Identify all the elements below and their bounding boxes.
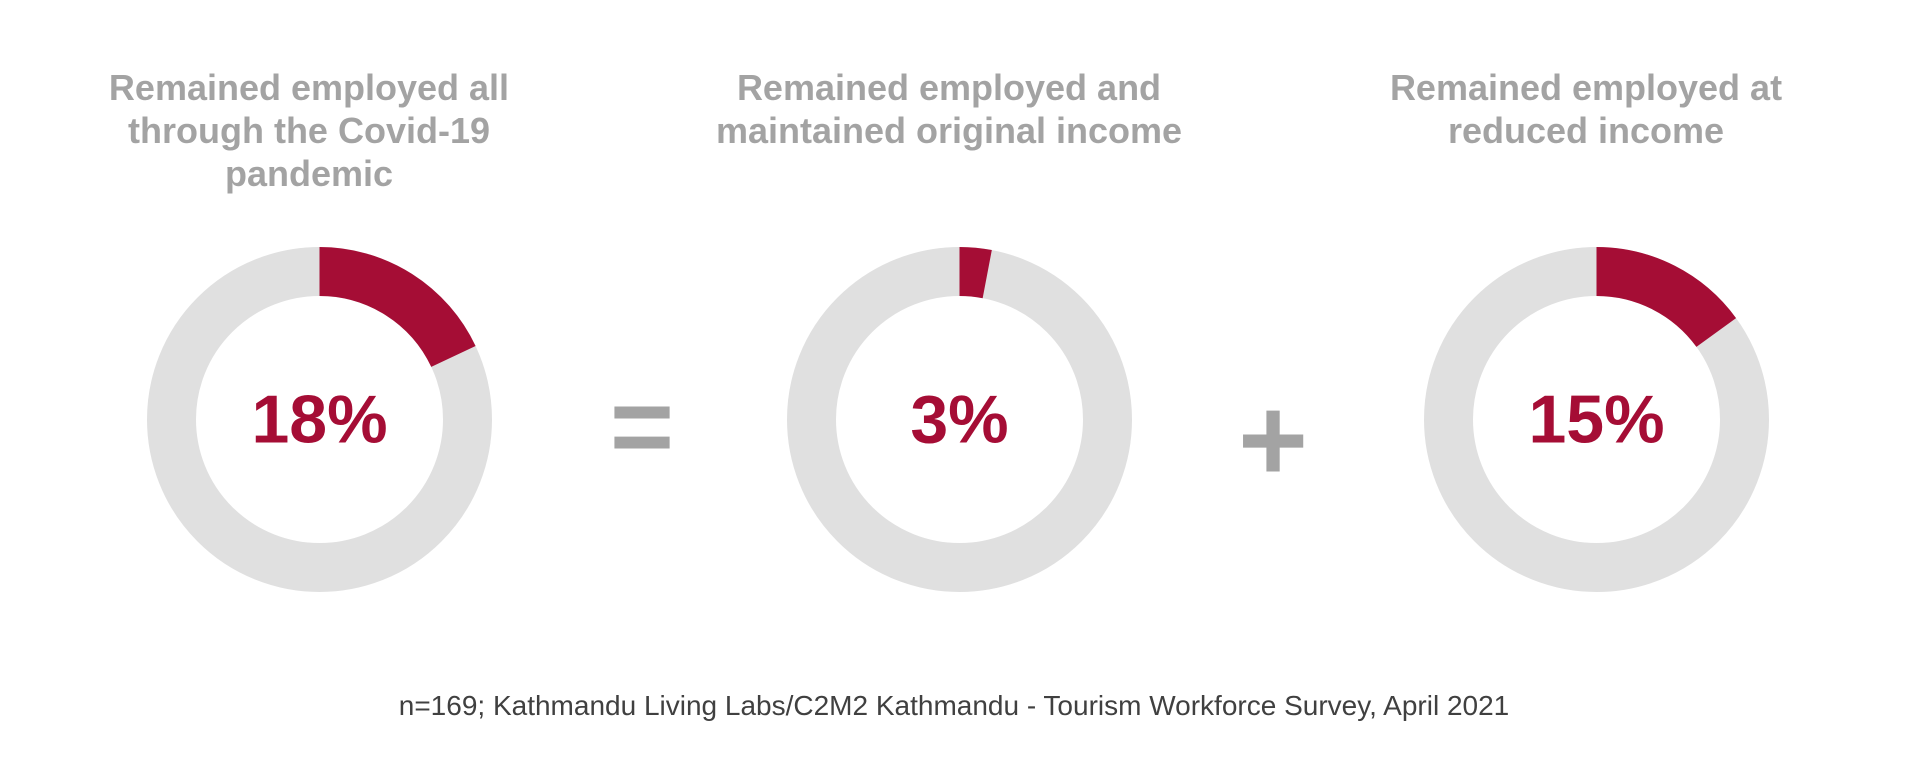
donut-value-label: 18% xyxy=(251,382,387,458)
chart-title-reduced-income: Remained employed at reduced income xyxy=(1389,67,1783,151)
donut-value-label: 15% xyxy=(1528,382,1664,458)
donut-value-label: 3% xyxy=(910,382,1008,458)
donut-chart-reduced-income: 15% xyxy=(1424,247,1769,592)
donut-slice-value xyxy=(1595,247,1737,348)
donut-slice-value xyxy=(318,247,476,368)
chart-title-total-employed: Remained employed all through the Covid-… xyxy=(108,67,510,194)
plus-sign: + xyxy=(1237,373,1309,507)
donut-chart-original-income: 3% xyxy=(787,247,1132,592)
donut-chart-total-employed: 18% xyxy=(147,247,492,592)
equals-sign: = xyxy=(609,365,675,488)
source-note: n=169; Kathmandu Living Labs/C2M2 Kathma… xyxy=(398,690,1510,721)
chart-title-original-income: Remained employed and maintained origina… xyxy=(715,67,1183,151)
donut-slice-value xyxy=(958,247,992,299)
